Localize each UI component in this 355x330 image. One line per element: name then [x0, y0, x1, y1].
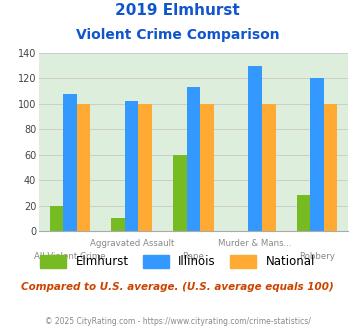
Bar [187, 87, 200, 231]
Text: Aggravated Assault: Aggravated Assault [89, 239, 174, 248]
Text: Robbery: Robbery [299, 252, 335, 261]
Bar [310, 78, 324, 231]
Text: © 2025 CityRating.com - https://www.cityrating.com/crime-statistics/: © 2025 CityRating.com - https://www.city… [45, 317, 310, 326]
Bar [262, 104, 275, 231]
Bar [173, 155, 187, 231]
Bar [138, 104, 152, 231]
Text: Violent Crime Comparison: Violent Crime Comparison [76, 28, 279, 42]
Text: Compared to U.S. average. (U.S. average equals 100): Compared to U.S. average. (U.S. average … [21, 282, 334, 292]
Bar [111, 218, 125, 231]
Text: All Violent Crime: All Violent Crime [34, 252, 106, 261]
Bar [77, 104, 90, 231]
Bar [63, 93, 77, 231]
Text: 2019 Elmhurst: 2019 Elmhurst [115, 3, 240, 18]
Bar [50, 206, 63, 231]
Legend: Elmhurst, Illinois, National: Elmhurst, Illinois, National [36, 250, 320, 273]
Bar [324, 104, 337, 231]
Text: Rape: Rape [182, 252, 204, 261]
Bar [125, 101, 138, 231]
Bar [297, 195, 310, 231]
Bar [248, 66, 262, 231]
Text: Murder & Mans...: Murder & Mans... [218, 239, 292, 248]
Bar [200, 104, 214, 231]
